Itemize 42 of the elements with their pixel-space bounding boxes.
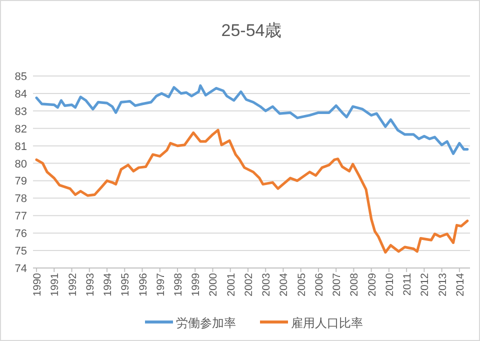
- y-tick-label: 78: [14, 193, 27, 206]
- x-tick-label: 2005: [296, 272, 308, 296]
- y-tick-label: 81: [14, 140, 27, 153]
- x-tick-label: 2006: [313, 272, 326, 296]
- y-tick-label: 85: [14, 71, 27, 83]
- x-tick-label: 2002: [242, 272, 255, 296]
- y-tick-label: 74: [14, 263, 27, 275]
- legend-label: 雇用人口比率: [291, 316, 363, 330]
- x-tick-label: 2013: [436, 272, 449, 296]
- x-tick-label: 1995: [120, 272, 132, 296]
- x-tick-label: 1999: [190, 272, 202, 296]
- x-tick-label: 2007: [331, 272, 344, 296]
- y-tick-label: 75: [14, 246, 27, 258]
- y-tick-label: 84: [14, 88, 27, 100]
- x-tick-label: 1990: [32, 272, 44, 296]
- x-tick-label: 2014: [454, 272, 466, 296]
- x-tick-label: 1991: [49, 272, 62, 296]
- y-tick-label: 79: [14, 176, 27, 188]
- chart-title: 25-54歳: [221, 21, 282, 40]
- y-tick-label: 83: [14, 106, 27, 118]
- x-tick-label: 1993: [84, 272, 96, 296]
- x-tick-label: 1996: [137, 272, 150, 296]
- x-tick-label: 2004: [278, 272, 290, 296]
- x-tick-label: 2001: [225, 272, 238, 296]
- legend-label: 労働参加率: [176, 316, 236, 330]
- y-tick-label: 82: [14, 123, 27, 136]
- x-tick-label: 1997: [154, 272, 167, 296]
- x-tick-label: 2000: [208, 272, 220, 296]
- line-series: [35, 128, 469, 254]
- x-tick-label: 2008: [348, 272, 361, 296]
- x-tick-label: 2012: [419, 272, 432, 296]
- x-tick-label: 1998: [172, 272, 184, 296]
- x-tick-label: 2011: [402, 272, 414, 296]
- x-tick-label: 2009: [366, 272, 378, 296]
- y-tick-label: 77: [14, 210, 27, 223]
- y-tick-label: 76: [14, 228, 27, 240]
- y-tick-label: 80: [14, 158, 27, 170]
- x-tick-label: 1992: [66, 272, 79, 296]
- line-series: [35, 84, 469, 155]
- x-tick-label: 2003: [260, 272, 273, 296]
- x-tick-label: 2010: [384, 272, 396, 296]
- x-tick-label: 1994: [102, 272, 114, 296]
